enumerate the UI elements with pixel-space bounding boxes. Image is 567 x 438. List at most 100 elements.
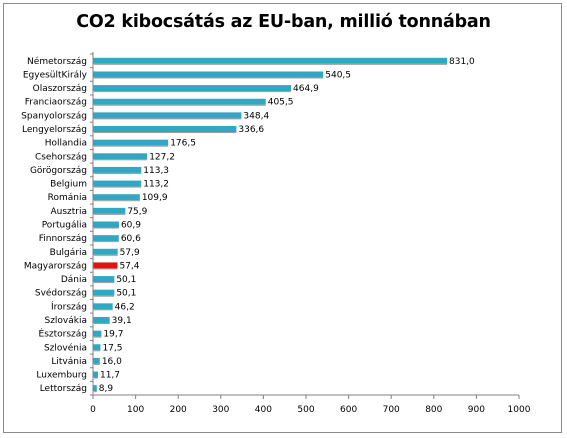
bar-shadow-8	[94, 172, 142, 174]
value-label-19: 39,1	[112, 316, 132, 326]
x-axis: 0 100 200 300 400 500 600 700 800 900 1000	[90, 52, 531, 415]
bar-shadow-22	[94, 363, 100, 365]
bar-5	[93, 126, 237, 133]
value-label-18: 46,2	[115, 302, 135, 312]
value-label-10: 109,9	[142, 193, 168, 203]
bar-12	[93, 221, 119, 228]
bar-23	[93, 371, 98, 378]
value-label-2: 464,9	[293, 84, 319, 94]
bar-shadow-21	[94, 350, 101, 352]
category-label-3: Franciaország	[25, 98, 87, 108]
bar-1	[93, 71, 324, 78]
category-label-17: Svédország	[35, 288, 87, 299]
category-label-1: EgyesültKirály	[23, 70, 88, 80]
x-tick-label-4: 400	[255, 405, 272, 415]
bar-19	[93, 316, 110, 323]
category-label-2: Olaszország	[33, 84, 87, 94]
value-label-7: 127,2	[149, 152, 175, 162]
bar-shadow-1	[94, 77, 324, 79]
bar-7	[93, 153, 148, 160]
bar-shadow-2	[94, 91, 292, 93]
value-label-20: 19,7	[103, 330, 123, 340]
bar-shadow-17	[94, 295, 115, 297]
bar-shadow-9	[94, 186, 142, 188]
x-tick-label-1: 100	[127, 405, 144, 415]
category-label-7: Csehország	[35, 152, 87, 162]
category-label-21: Szlovénia	[44, 342, 87, 353]
category-label-20: Észtország	[39, 328, 87, 340]
chart-title: CO2 kibocsátás az EU-ban, millió tonnába…	[76, 12, 491, 32]
value-label-22: 16,0	[102, 357, 122, 367]
bar-shadow-16	[94, 282, 115, 284]
bar-0	[93, 57, 448, 64]
bar-shadow-5	[94, 132, 237, 134]
value-label-9: 113,2	[143, 180, 169, 190]
value-label-8: 113,3	[143, 166, 169, 176]
bar-shadow-10	[94, 200, 140, 202]
value-label-23: 11,7	[100, 371, 120, 381]
value-label-11: 75,9	[127, 207, 147, 217]
bar-shadow-24	[94, 391, 97, 393]
bar-22	[93, 357, 100, 364]
bar-2	[93, 85, 292, 92]
x-tick-label-5: 500	[297, 405, 314, 415]
bar-14	[93, 248, 118, 255]
bar-11	[93, 207, 126, 214]
value-label-14: 57,9	[120, 248, 140, 258]
bar-18	[93, 303, 113, 310]
x-tick-label-10: 1000	[508, 405, 531, 415]
category-label-24: Lettország	[40, 384, 87, 394]
labels-layer: Németország 831,0 EgyesültKirály 540,5 Olasz…	[21, 56, 475, 394]
value-label-6: 176,5	[170, 139, 196, 149]
category-label-12: Portugália	[42, 221, 87, 231]
category-label-15: Magyarország	[24, 261, 87, 271]
bar-shadow-18	[94, 309, 113, 311]
bar-shadow-7	[94, 159, 148, 161]
bar-shadow-0	[94, 63, 448, 65]
bar-20	[93, 330, 102, 337]
x-tick-label-8: 800	[425, 405, 442, 415]
value-label-21: 17,5	[102, 343, 122, 353]
bar-17	[93, 289, 115, 296]
bar-shadow-15	[94, 268, 118, 270]
category-label-6: Hollandia	[45, 139, 87, 149]
bar-shadow-23	[94, 377, 98, 379]
value-label-13: 60,6	[121, 234, 141, 244]
value-label-5: 336,6	[238, 125, 264, 135]
bar-6	[93, 139, 169, 146]
x-tick-label-7: 700	[383, 405, 400, 415]
value-label-0: 831,0	[449, 57, 475, 67]
category-label-11: Ausztria	[50, 207, 87, 217]
value-label-17: 50,1	[116, 289, 136, 299]
bar-shadow-19	[94, 322, 110, 324]
value-label-16: 50,1	[116, 275, 136, 285]
bar-3	[93, 98, 266, 105]
value-label-24: 8,9	[99, 384, 114, 394]
value-label-3: 405,5	[268, 98, 294, 108]
bar-shadow-4	[94, 118, 242, 120]
value-label-1: 540,5	[325, 70, 351, 80]
bar-shadow-20	[94, 336, 102, 338]
x-tick-label-2: 200	[170, 405, 187, 415]
bar-shadow-12	[94, 227, 119, 229]
bar-21	[93, 344, 101, 351]
bar-15	[93, 262, 118, 269]
category-label-0: Németország	[27, 56, 87, 67]
value-label-12: 60,9	[121, 221, 141, 231]
bar-shadow-14	[94, 254, 118, 256]
bar-shadow-3	[94, 104, 266, 106]
x-tick-label-0: 0	[90, 405, 96, 415]
bar-10	[93, 194, 140, 201]
category-label-22: Litvánia	[51, 357, 87, 367]
bar-9	[93, 180, 142, 187]
category-label-4: Spanyolország	[21, 111, 87, 121]
value-label-4: 348,4	[243, 111, 269, 121]
category-label-5: Lengyelország	[22, 125, 87, 135]
bar-4	[93, 112, 242, 119]
bar-shadow-13	[94, 241, 119, 243]
bar-shadow-6	[94, 145, 169, 147]
value-label-15: 57,4	[119, 261, 139, 271]
bar-16	[93, 276, 115, 283]
bar-shadow-11	[94, 213, 126, 215]
